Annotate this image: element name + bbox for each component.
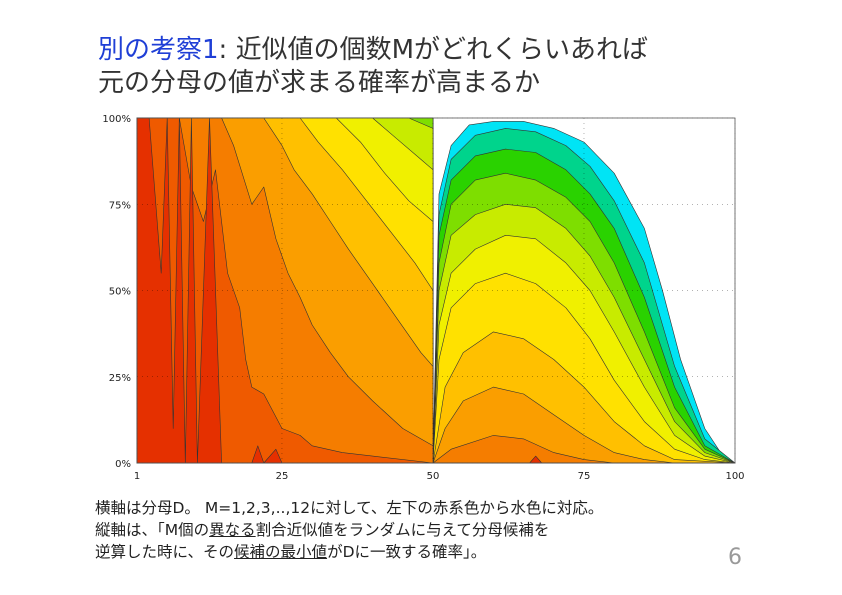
y-tick-label-0: 0% bbox=[115, 459, 131, 470]
title-line2: 元の分母の値が求まる確率が高まるか bbox=[98, 68, 541, 98]
caption-line-2: 縦軸は、「M個の異なる割合近似値をランダムに与えて分母候補を bbox=[95, 519, 785, 541]
slide-title: 別の考察1: 近似値の個数Mがどれくらいあれば 元の分母の値が求まる確率が高まる… bbox=[98, 34, 798, 100]
x-tick-labels: 1 25 50 75 100 bbox=[134, 471, 745, 482]
plot-border bbox=[136, 117, 736, 464]
y-tick-label-3: 75% bbox=[109, 200, 131, 211]
x-tick-label-4: 100 bbox=[725, 471, 744, 482]
caption-line-3-a: 逆算した時に、その bbox=[95, 543, 235, 561]
caption-line-1: 横軸は分母D。 M=1,2,3,..,12に対して、左下の赤系色から水色に対応。 bbox=[95, 499, 604, 517]
y-tick-labels: 0% 25% 50% 75% 100% bbox=[102, 114, 131, 470]
title-highlight: 別の考察1 bbox=[98, 35, 219, 65]
probability-chart: 1 25 50 75 100 0% 25% 50% 75% 100% bbox=[102, 114, 745, 482]
caption-line-3-underlined: 候補の最小値 bbox=[234, 543, 328, 561]
page-number: 6 bbox=[728, 545, 742, 570]
x-tick-label-2: 50 bbox=[427, 471, 440, 482]
y-tick-label-4: 100% bbox=[102, 114, 131, 125]
caption-line-2-a: 縦軸は、「M個の bbox=[95, 521, 210, 539]
plot-frame bbox=[136, 117, 736, 464]
caption-line-3: 逆算した時に、その候補の最小値がDに一致する確率」。 bbox=[95, 541, 785, 563]
title-rest: : 近似値の個数Mがどれくらいあれば bbox=[218, 35, 649, 65]
x-tick-label-0: 1 bbox=[134, 471, 140, 482]
x-tick-label-3: 75 bbox=[578, 471, 591, 482]
caption: 横軸は分母D。 M=1,2,3,..,12に対して、左下の赤系色から水色に対応。… bbox=[95, 497, 785, 563]
series-area-m3 bbox=[136, 117, 736, 464]
y-tick-label-1: 25% bbox=[109, 373, 131, 384]
caption-line-2-underlined: 異なる bbox=[209, 521, 256, 539]
x-tick-label-1: 25 bbox=[276, 471, 289, 482]
caption-line-3-b: がDに一致する確率」。 bbox=[327, 543, 487, 561]
series-areas bbox=[136, 117, 736, 464]
y-tick-label-2: 50% bbox=[109, 287, 131, 298]
caption-line-2-b: 割合近似値をランダムに与えて分母候補を bbox=[255, 521, 550, 539]
